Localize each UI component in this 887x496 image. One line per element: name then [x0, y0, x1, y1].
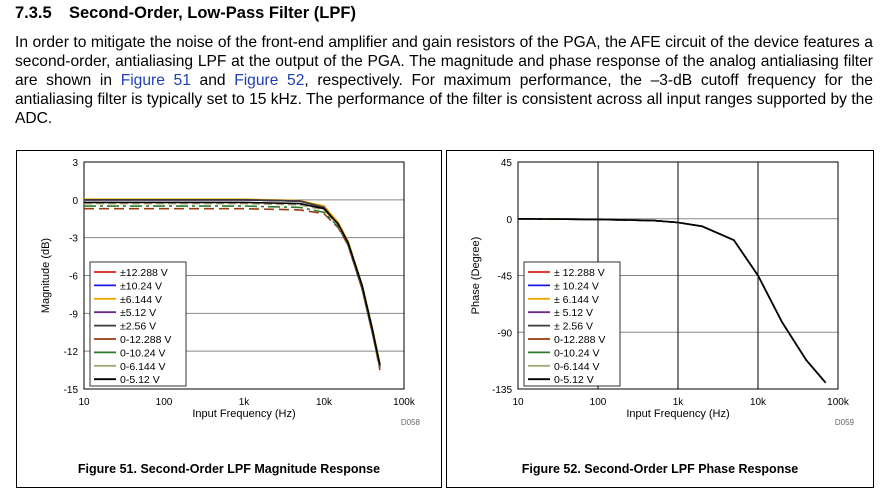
phase-xtick-label: 1k: [673, 397, 685, 408]
phase-xtick-label: 100: [590, 397, 607, 408]
magnitude-xtick-label: 100k: [393, 397, 416, 408]
magnitude-x-axis-title: Input Frequency (Hz): [192, 408, 295, 420]
magnitude-legend-label: ±2.56 V: [120, 321, 156, 333]
magnitude-ytick-label: -15: [64, 385, 79, 396]
phase-ytick-label: 0: [506, 215, 512, 226]
magnitude-y-axis-title: Magnitude (dB): [40, 238, 52, 313]
phase-ytick-label: -135: [492, 385, 512, 396]
phase-xtick-label: 100k: [827, 397, 850, 408]
magnitude-legend-label: 0-12.288 V: [120, 334, 171, 346]
phase-legend-label: ± 10.24 V: [554, 280, 599, 292]
phase-ytick-label: -45: [498, 272, 513, 283]
magnitude-xtick-label: 10k: [316, 397, 333, 408]
phase-plot-frame: [517, 161, 839, 390]
phase-y-axis-title: Phase (Degree): [470, 237, 482, 315]
magnitude-xtick-label: 100: [156, 397, 173, 408]
phase-legend-label: 0-10.24 V: [554, 347, 600, 359]
phase-legend-label: ± 6.144 V: [554, 294, 599, 306]
phase-figure-code: D059: [835, 418, 855, 427]
figure-51-panel: 3 0 -3 -6 -9 -12 -15 10 100 1k 10k 100k Input Freque…: [16, 150, 442, 488]
magnitude-legend-label: ±5.12 V: [120, 307, 156, 319]
phase-legend-label: ± 5.12 V: [554, 307, 593, 319]
magnitude-ytick-label: -3: [69, 234, 78, 245]
figure-51-link[interactable]: Figure 51: [120, 72, 191, 89]
magnitude-ytick-label: -6: [69, 272, 78, 283]
paragraph-text-2: and: [190, 72, 235, 89]
magnitude-legend-label: 0-6.144 V: [120, 361, 166, 373]
phase-ytick-label: -90: [498, 328, 513, 339]
phase-legend-label: 0-12.288 V: [554, 334, 605, 346]
magnitude-xtick-label: 1k: [239, 397, 251, 408]
phase-legend-label: 0-5.12 V: [554, 374, 594, 386]
magnitude-plot-frame: [83, 161, 405, 390]
magnitude-xtick-label: 10: [78, 397, 90, 408]
magnitude-legend-label: 0-5.12 V: [120, 374, 160, 386]
magnitude-ytick-label: 3: [72, 158, 78, 169]
phase-series-line: [517, 218, 827, 384]
magnitude-ytick-label: -9: [69, 309, 78, 320]
section-heading: 7.3.5 Second-Order, Low-Pass Filter (LPF): [15, 4, 356, 23]
figure-52-link[interactable]: Figure 52: [234, 72, 305, 89]
section-title: Second-Order, Low-Pass Filter (LPF): [69, 4, 356, 22]
phase-legend-label: ± 12.288 V: [554, 267, 605, 279]
phase-legend-label: 0-6.144 V: [554, 361, 600, 373]
body-paragraph: In order to mitigate the noise of the fr…: [15, 33, 873, 128]
magnitude-figure-code: D058: [401, 418, 421, 427]
figure-51-caption: Figure 51. Second-Order LPF Magnitude Re…: [77, 462, 381, 476]
phase-ytick-label: 45: [501, 158, 513, 169]
section-number: 7.3.5: [15, 4, 52, 22]
phase-xtick-label: 10k: [750, 397, 767, 408]
magnitude-ytick-label: 0: [72, 196, 78, 207]
figure-52-panel: 45 0 -45 -90 -135 10 100 1k 10k 100k Input Frequen…: [446, 150, 874, 488]
paragraph-text-1: In order to mitigate the noise of the fr…: [15, 34, 873, 89]
phase-x-axis-title: Input Frequency (Hz): [626, 408, 729, 420]
phase-xtick-label: 10: [512, 397, 524, 408]
magnitude-legend-label: ±12.288 V: [120, 267, 168, 279]
magnitude-ytick-label: -12: [64, 347, 79, 358]
figure-52-caption: Figure 52. Second-Order LPF Phase Respon…: [521, 462, 799, 476]
magnitude-legend-label: ±10.24 V: [120, 280, 162, 292]
phase-legend-label: ± 2.56 V: [554, 321, 593, 333]
magnitude-legend-label: 0-10.24 V: [120, 347, 166, 359]
paragraph-text-3: , respectively. For maximum performance,…: [15, 72, 873, 127]
magnitude-legend-label: ±6.144 V: [120, 294, 162, 306]
magnitude-series-line: [84, 201, 381, 366]
